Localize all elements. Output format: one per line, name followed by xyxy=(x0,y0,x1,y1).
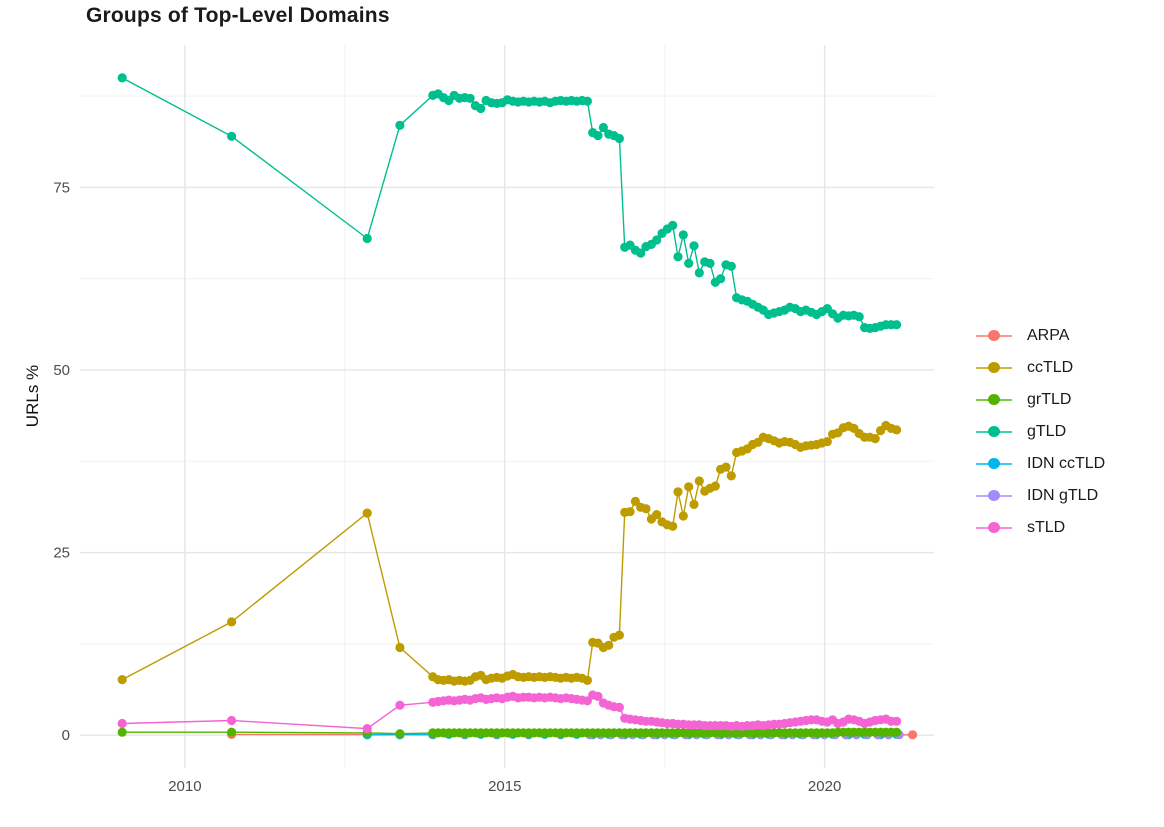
data-point-cctld xyxy=(694,476,704,486)
y-tick-label: 0 xyxy=(62,727,70,744)
legend-item-stld: sTLD xyxy=(976,516,1105,539)
data-point-gtld xyxy=(476,103,486,114)
data-point-gtld xyxy=(614,133,625,144)
data-point-grtld xyxy=(227,727,237,737)
data-point-gtld xyxy=(854,312,864,322)
data-point-cctld xyxy=(684,482,694,492)
legend-label: sTLD xyxy=(1027,518,1066,536)
legend-key-icon xyxy=(976,324,1012,347)
data-point-cctld xyxy=(822,437,832,447)
y-tick-label: 50 xyxy=(53,362,70,379)
data-point-stld xyxy=(593,691,603,702)
legend-key-icon xyxy=(976,452,1012,475)
legend-key-icon xyxy=(976,516,1012,539)
data-point-gtld xyxy=(593,131,603,141)
data-point-arpa xyxy=(908,730,918,740)
series-line-cctld xyxy=(121,424,897,682)
data-point-gtld xyxy=(684,258,694,268)
data-point-cctld xyxy=(582,675,593,686)
data-point-cctld xyxy=(710,481,720,491)
legend: ARPA ccTLD grTLD gTLD IDN ccTLD IDN gTLD… xyxy=(976,324,1105,539)
data-point-cctld xyxy=(641,504,651,514)
legend-label: grTLD xyxy=(1027,390,1072,408)
data-point-cctld xyxy=(362,508,372,518)
legend-label: ccTLD xyxy=(1027,358,1074,376)
chart-title: Groups of Top-Level Domains xyxy=(86,4,390,27)
data-point-gtld xyxy=(117,73,127,83)
data-point-cctld xyxy=(678,511,688,521)
x-tick-label: 2010 xyxy=(168,778,201,795)
data-point-gtld xyxy=(716,274,726,284)
legend-key-icon xyxy=(976,420,1012,443)
legend-label: IDN ccTLD xyxy=(1027,454,1106,472)
data-point-cctld xyxy=(227,617,237,627)
x-tick-label: 2015 xyxy=(488,778,521,795)
data-point-gtld xyxy=(598,122,609,133)
series-line-gtld xyxy=(121,77,897,330)
data-point-gtld xyxy=(892,320,902,330)
data-point-stld xyxy=(582,696,593,706)
legend-label: ARPA xyxy=(1027,326,1070,344)
data-point-cctld xyxy=(892,425,902,435)
data-point-gtld xyxy=(694,268,704,278)
data-point-gtld xyxy=(705,258,715,268)
data-point-stld xyxy=(892,716,902,726)
x-tick-label: 2020 xyxy=(808,778,841,795)
data-point-gtld xyxy=(689,241,699,251)
data-point-stld xyxy=(614,702,625,713)
data-point-cctld xyxy=(726,471,736,481)
data-point-cctld xyxy=(870,434,880,444)
data-point-gtld xyxy=(678,230,688,240)
legend-item-cctld: ccTLD xyxy=(976,356,1105,379)
legend-key-icon xyxy=(976,484,1012,507)
data-point-gtld xyxy=(636,248,646,258)
data-point-gtld xyxy=(227,131,237,141)
data-point-stld xyxy=(117,718,127,729)
data-point-cctld xyxy=(668,521,678,531)
legend-item-gtld: gTLD xyxy=(976,420,1105,443)
data-point-grtld xyxy=(395,729,405,739)
data-point-stld xyxy=(395,700,405,710)
legend-label: gTLD xyxy=(1027,422,1067,440)
y-tick-label: 75 xyxy=(53,179,70,196)
data-point-cctld xyxy=(689,499,699,509)
data-point-cctld xyxy=(625,507,635,517)
legend-item-idn-cctld: IDN ccTLD xyxy=(976,452,1105,475)
data-point-grtld xyxy=(117,727,127,737)
data-point-stld xyxy=(227,715,237,726)
legend-item-arpa: ARPA xyxy=(976,324,1105,347)
data-point-gtld xyxy=(582,96,593,106)
data-point-gtld xyxy=(465,93,475,103)
data-point-gtld xyxy=(652,235,662,245)
data-point-gtld xyxy=(362,233,372,244)
data-point-cctld xyxy=(117,675,127,685)
legend-label: IDN gTLD xyxy=(1027,486,1099,504)
data-point-cctld xyxy=(614,630,625,640)
data-point-stld xyxy=(362,724,372,734)
legend-key-icon xyxy=(976,388,1012,411)
data-point-gtld xyxy=(668,220,678,230)
legend-item-idn-gtld: IDN gTLD xyxy=(976,484,1105,507)
data-point-gtld xyxy=(726,261,736,271)
data-point-cctld xyxy=(673,487,683,497)
data-point-cctld xyxy=(630,496,641,506)
data-point-gtld xyxy=(673,252,683,262)
data-point-cctld xyxy=(604,640,614,650)
legend-key-icon xyxy=(976,356,1012,379)
data-point-cctld xyxy=(721,462,731,472)
data-point-cctld xyxy=(395,642,405,653)
data-point-grtld xyxy=(892,727,902,737)
y-tick-label: 25 xyxy=(53,545,70,562)
data-point-cctld xyxy=(652,509,662,520)
data-point-gtld xyxy=(395,120,405,130)
legend-item-grtld: grTLD xyxy=(976,388,1105,411)
